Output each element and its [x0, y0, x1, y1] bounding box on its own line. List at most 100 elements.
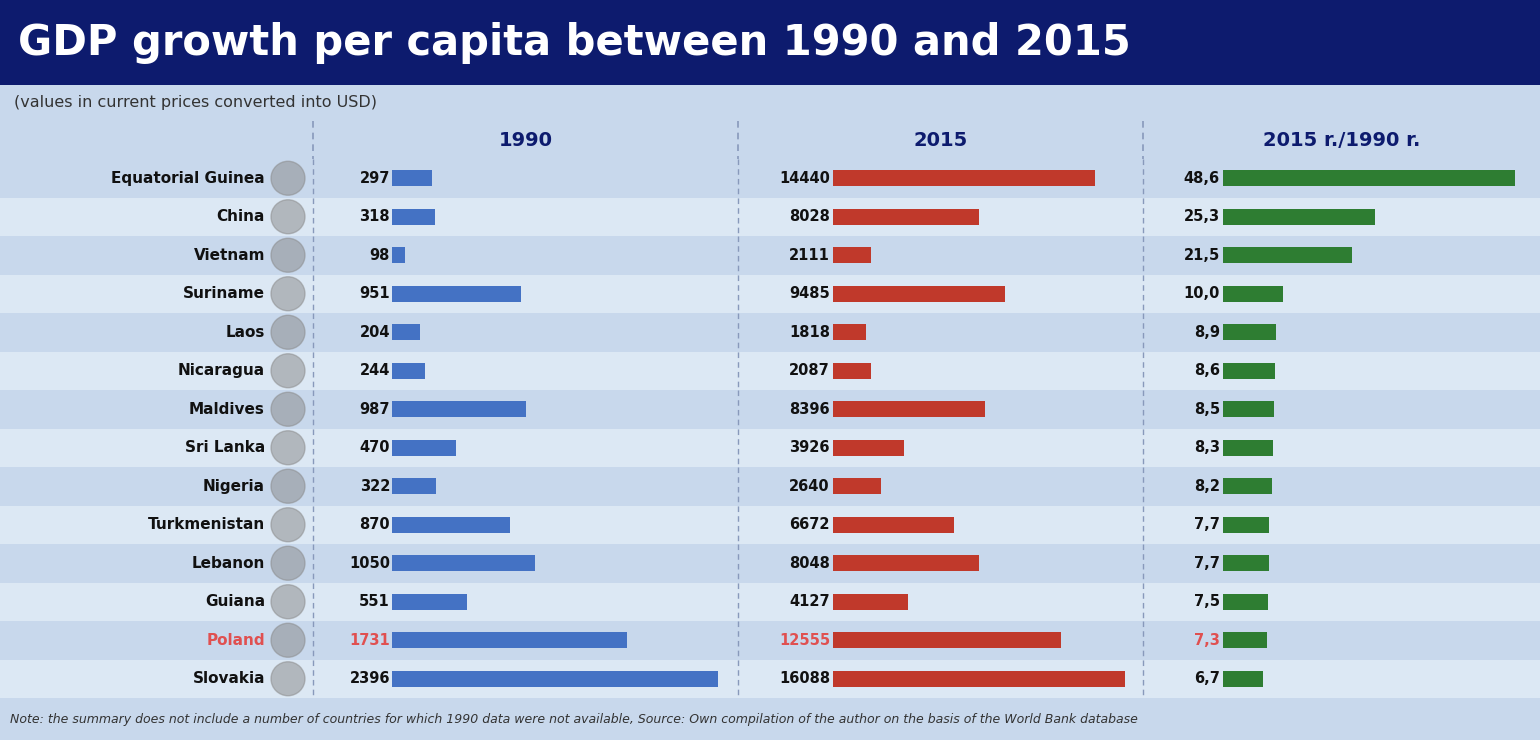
Text: Guiana: Guiana	[205, 594, 265, 609]
Text: 318: 318	[359, 209, 390, 224]
Circle shape	[205, 0, 316, 97]
Text: Sri Lanka: Sri Lanka	[185, 440, 265, 455]
Bar	[393, 363, 425, 379]
Circle shape	[125, 0, 236, 97]
Bar	[833, 555, 979, 571]
Bar	[833, 478, 881, 494]
Circle shape	[271, 546, 305, 580]
Bar	[0, 582, 1540, 621]
Text: 2111: 2111	[788, 248, 830, 263]
Text: Maldives: Maldives	[189, 402, 265, 417]
Bar	[0, 428, 1540, 467]
Text: 3926: 3926	[790, 440, 830, 455]
Bar	[393, 478, 436, 494]
Bar	[0, 275, 1540, 313]
Text: Note: the summary does not include a number of countries for which 1990 data wer: Note: the summary does not include a num…	[9, 713, 1138, 725]
Bar	[393, 324, 420, 340]
Text: 8396: 8396	[790, 402, 830, 417]
Text: 48,6: 48,6	[1184, 171, 1220, 186]
Bar	[833, 517, 953, 533]
Circle shape	[271, 508, 305, 542]
Bar	[833, 440, 904, 456]
Text: 2396: 2396	[350, 671, 390, 686]
Text: 7,3: 7,3	[1194, 633, 1220, 648]
Text: Lebanon: Lebanon	[191, 556, 265, 571]
Bar	[0, 467, 1540, 505]
Bar	[833, 593, 907, 610]
Bar	[0, 159, 1540, 198]
Bar	[393, 170, 433, 186]
Bar	[833, 324, 865, 340]
Bar	[0, 505, 1540, 544]
Bar	[833, 170, 1095, 186]
Bar	[393, 670, 718, 687]
Bar	[1223, 170, 1515, 186]
Text: Slovakia: Slovakia	[192, 671, 265, 686]
Bar	[393, 593, 467, 610]
Circle shape	[271, 662, 305, 696]
Circle shape	[271, 161, 305, 195]
Bar	[0, 85, 1540, 121]
Bar	[393, 401, 527, 417]
Text: 297: 297	[360, 171, 390, 186]
Circle shape	[271, 315, 305, 349]
Bar	[0, 121, 1540, 159]
Text: 2087: 2087	[788, 363, 830, 378]
Text: (values in current prices converted into USD): (values in current prices converted into…	[14, 95, 377, 110]
Circle shape	[271, 200, 305, 234]
Bar	[0, 390, 1540, 428]
Text: 8,3: 8,3	[1194, 440, 1220, 455]
Text: Vietnam: Vietnam	[194, 248, 265, 263]
Text: 4127: 4127	[790, 594, 830, 609]
Circle shape	[271, 238, 305, 272]
Text: 8,2: 8,2	[1194, 479, 1220, 494]
Text: Nicaragua: Nicaragua	[179, 363, 265, 378]
Bar	[1223, 324, 1277, 340]
Text: 21,5: 21,5	[1184, 248, 1220, 263]
Bar	[833, 670, 1124, 687]
Bar	[0, 621, 1540, 659]
Text: 8,9: 8,9	[1194, 325, 1220, 340]
Text: 2015 r./1990 r.: 2015 r./1990 r.	[1263, 130, 1420, 149]
Text: 322: 322	[360, 479, 390, 494]
Text: Suriname: Suriname	[183, 286, 265, 301]
Circle shape	[271, 431, 305, 465]
Bar	[0, 198, 1540, 236]
Bar	[393, 555, 534, 571]
Text: GDP growth per capita between 1990 and 2015: GDP growth per capita between 1990 and 2…	[18, 21, 1130, 64]
Bar	[0, 0, 1540, 85]
Text: 16088: 16088	[779, 671, 830, 686]
Bar	[0, 313, 1540, 352]
Bar	[833, 247, 872, 263]
Text: 1050: 1050	[350, 556, 390, 571]
Circle shape	[271, 623, 305, 657]
Text: 6,7: 6,7	[1194, 671, 1220, 686]
Text: 14440: 14440	[779, 171, 830, 186]
Text: 1818: 1818	[788, 325, 830, 340]
Text: 12555: 12555	[779, 633, 830, 648]
Circle shape	[271, 585, 305, 619]
Bar	[0, 698, 1540, 740]
Bar	[1223, 363, 1275, 379]
Bar	[1223, 440, 1272, 456]
Text: Poland: Poland	[206, 633, 265, 648]
Bar	[833, 363, 870, 379]
Text: 470: 470	[359, 440, 390, 455]
Text: 7,7: 7,7	[1194, 517, 1220, 532]
Bar	[1223, 401, 1274, 417]
Bar	[1223, 478, 1272, 494]
Bar	[0, 544, 1540, 582]
Text: 6672: 6672	[790, 517, 830, 532]
Text: 98: 98	[370, 248, 390, 263]
Bar	[833, 209, 978, 225]
Circle shape	[271, 277, 305, 311]
Text: 9485: 9485	[788, 286, 830, 301]
Bar	[0, 236, 1540, 275]
Text: 8048: 8048	[788, 556, 830, 571]
Text: 8,6: 8,6	[1194, 363, 1220, 378]
Bar	[1223, 247, 1352, 263]
Bar	[393, 632, 627, 648]
Bar	[1223, 632, 1267, 648]
Text: 204: 204	[359, 325, 390, 340]
Bar	[1223, 517, 1269, 533]
